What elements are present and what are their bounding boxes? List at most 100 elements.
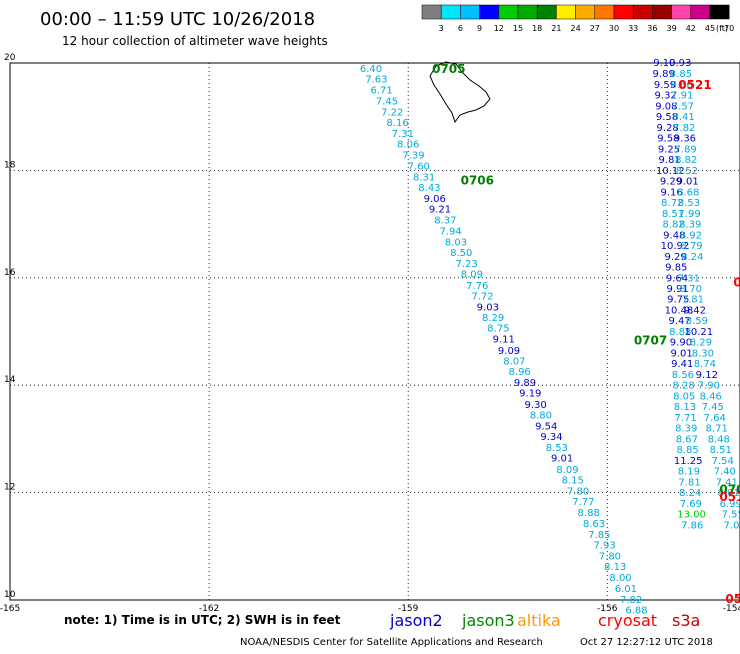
colorbar-swatch — [556, 4, 576, 20]
swh-value: 7.90 — [698, 381, 720, 392]
swh-value: 7.57 — [672, 101, 694, 112]
swh-value: 7.39 — [402, 150, 424, 161]
swh-value: 8.30 — [692, 348, 714, 359]
swh-value: 9.34 — [540, 432, 562, 443]
swh-value: 8.68 — [677, 187, 699, 198]
y-tick-label: 12 — [4, 483, 15, 493]
swh-value: 9.93 — [669, 58, 691, 69]
colorbar-unit: (ft) — [716, 24, 728, 33]
swh-value: 8.88 — [578, 508, 600, 519]
swh-value: 8.72 — [661, 198, 683, 209]
swh-value: 7.31 — [392, 129, 414, 140]
swh-value: 8.92 — [680, 230, 702, 241]
swh-value: 9.29 — [664, 252, 686, 263]
swh-value: 7.63 — [365, 75, 387, 86]
swh-value: 8.88 — [669, 327, 691, 338]
swh-value: 9.09 — [498, 346, 520, 357]
swh-value: 9.29 — [660, 177, 682, 188]
swh-value: 6.01 — [615, 584, 637, 595]
swh-value: 7.55 — [722, 510, 740, 521]
swh-value: 8.96 — [509, 367, 531, 378]
swh-value: 9.03 — [477, 302, 499, 313]
swh-value: 6.71 — [371, 85, 393, 96]
swh-value: 8.66 — [670, 80, 692, 91]
swh-value: 7.86 — [681, 520, 703, 531]
swh-value: 8.59 — [686, 316, 708, 327]
colorbar-tick: 42 — [686, 24, 696, 33]
colorbar-tick: 21 — [551, 24, 561, 33]
satellite-name: altika — [517, 611, 561, 630]
colorbar-swatch — [575, 4, 596, 20]
swh-value: 7.40 — [714, 467, 736, 478]
swh-value: 8.75 — [487, 324, 509, 335]
x-tick-label: -162 — [199, 604, 219, 614]
swh-value: 7.94 — [440, 227, 462, 238]
swh-value: 8.13 — [604, 562, 626, 573]
satellite-name: jason2 — [389, 611, 443, 630]
swh-value: 8.41 — [672, 112, 694, 123]
swh-value: 10.48 — [665, 305, 694, 316]
swh-value: 7.72 — [471, 292, 493, 303]
colorbar-swatch — [460, 4, 480, 20]
swh-value: 7.76 — [466, 281, 488, 292]
colorbar-tick: 3 — [439, 24, 444, 33]
swh-value: 8.29 — [690, 338, 712, 349]
colorbar-swatch — [536, 4, 557, 20]
swh-value: 9.19 — [519, 389, 541, 400]
colorbar-swatch — [652, 4, 672, 20]
swh-value: 7.69 — [680, 499, 702, 510]
colorbar-tick: 39 — [667, 24, 677, 33]
swh-value: 8.53 — [678, 198, 700, 209]
swh-value: 9.21 — [429, 205, 451, 216]
swh-value: 8.29 — [482, 313, 504, 324]
pass-time-label: 0521 — [678, 78, 711, 92]
y-tick-label: 18 — [4, 160, 16, 170]
satellite-legend: jason2 jason3 altika cryosat s3a — [389, 611, 700, 630]
swh-value: 7.93 — [593, 541, 615, 552]
colorbar-tick: 27 — [590, 24, 600, 33]
swh-value: 7.41 — [716, 477, 738, 488]
swh-value: 7.77 — [572, 497, 594, 508]
swh-value: 9.28 — [657, 123, 679, 134]
pass-time-label: 0707 — [634, 334, 667, 348]
swh-value: 7.91 — [671, 91, 693, 102]
swh-value: 9.42 — [684, 305, 706, 316]
footer-generated: Oct 27 12:27:12 UTC 2018 — [580, 637, 713, 648]
swh-value: 7.64 — [704, 413, 726, 424]
swh-value: 8.05 — [673, 391, 695, 402]
colorbar-swatch — [613, 4, 634, 20]
swh-value: 8.51 — [710, 445, 732, 456]
swh-value: 10.21 — [685, 327, 714, 338]
colorbar-tick: 15 — [513, 24, 523, 33]
pass-time-label: 0706 — [461, 174, 494, 188]
pass-time-label: 0708 — [719, 482, 740, 496]
swh-value: 8.01 — [718, 488, 740, 499]
plot-frame — [9, 62, 740, 601]
swh-value: 9.64 — [666, 273, 688, 284]
chart-title: 00:00 – 11:59 UTC 10/26/2018 — [40, 9, 315, 30]
swh-value: 8.48 — [708, 434, 730, 445]
swh-value: 9.90 — [670, 338, 692, 349]
swh-value: 9.85 — [665, 263, 687, 274]
colorbar-tick: 12 — [494, 24, 504, 33]
colorbar-tick: 33 — [628, 24, 638, 33]
y-tick-label: 16 — [4, 268, 16, 278]
swh-value: 8.03 — [445, 237, 467, 248]
swh-value: 7.01 — [724, 520, 740, 531]
swh-value: 9.10 — [653, 58, 675, 69]
swh-value: 8.24 — [679, 488, 701, 499]
swh-value: 8.52 — [676, 166, 698, 177]
swh-value: 7.81 — [678, 477, 700, 488]
swh-value: 8.39 — [675, 424, 697, 435]
swh-value: 8.50 — [450, 248, 472, 259]
satellite-name: cryosat — [598, 611, 657, 630]
colorbar-legend: 3 6 9 12 15 18 21 24 27 30 33 36 39 42 45 70(ft) — [421, 4, 734, 33]
swh-value: 7.71 — [674, 413, 696, 424]
colorbar-tick: 9 — [477, 24, 482, 33]
swh-value: 6.99 — [720, 499, 740, 510]
satellite-name: jason3 — [461, 611, 515, 630]
swh-value: 9.16 — [661, 187, 683, 198]
swh-value: 8.09 — [461, 270, 483, 281]
swh-value: 8.07 — [503, 356, 525, 367]
